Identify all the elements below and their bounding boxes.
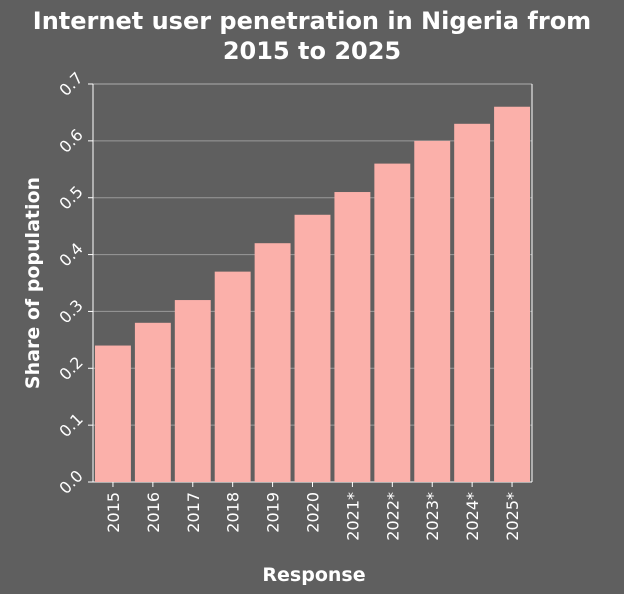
x-tick-label: 2021* [343,492,362,541]
y-tick-label: 0.4 [55,239,86,270]
x-tick-label: 2015 [104,492,123,533]
x-tick-label: 2025* [503,492,522,541]
bar [494,106,531,482]
x-tick-label: 2023* [423,492,442,541]
y-tick-label: 0.1 [55,409,86,440]
bar [134,322,171,482]
y-tick-label: 0.2 [55,353,86,384]
y-tick-label: 0.0 [55,466,86,497]
bar [94,345,131,482]
chart-title-line-1: Internet user penetration in Nigeria fro… [32,7,592,35]
x-tick-label: 2024* [463,492,482,541]
y-tick-labels: 0.0 0.1 0.2 0.3 0.4 0.5 0.6 0.7 [55,68,86,497]
bar [414,140,451,482]
y-tick-label: 0.3 [55,296,86,327]
y-tick-label: 0.5 [55,182,86,213]
x-tick-label: 2016 [144,492,163,533]
x-tick-label: 2020 [304,492,323,533]
chart-title: Internet user penetration in Nigeria fro… [0,6,624,66]
x-axis-label: Response [262,564,365,586]
bar [254,243,291,482]
x-tick-label: 2019 [264,492,283,533]
bar [174,300,211,482]
bar [374,163,411,482]
bar [334,192,371,482]
y-axis-label: Share of population [22,177,44,389]
bar [294,214,331,482]
x-tick-label: 2022* [383,492,402,541]
x-tick-label: 2017 [184,492,203,533]
y-tick-label: 0.7 [55,68,86,99]
y-tick-label: 0.6 [55,125,86,156]
x-tick-labels: 2015 2016 2017 2018 2019 2020 2021* 2022* 2023* 2… [104,492,522,541]
bar [454,123,491,483]
x-tick-label: 2018 [224,492,243,533]
bar [214,271,251,482]
bars [94,106,531,483]
chart-title-line-2: 2015 to 2025 [222,37,402,65]
